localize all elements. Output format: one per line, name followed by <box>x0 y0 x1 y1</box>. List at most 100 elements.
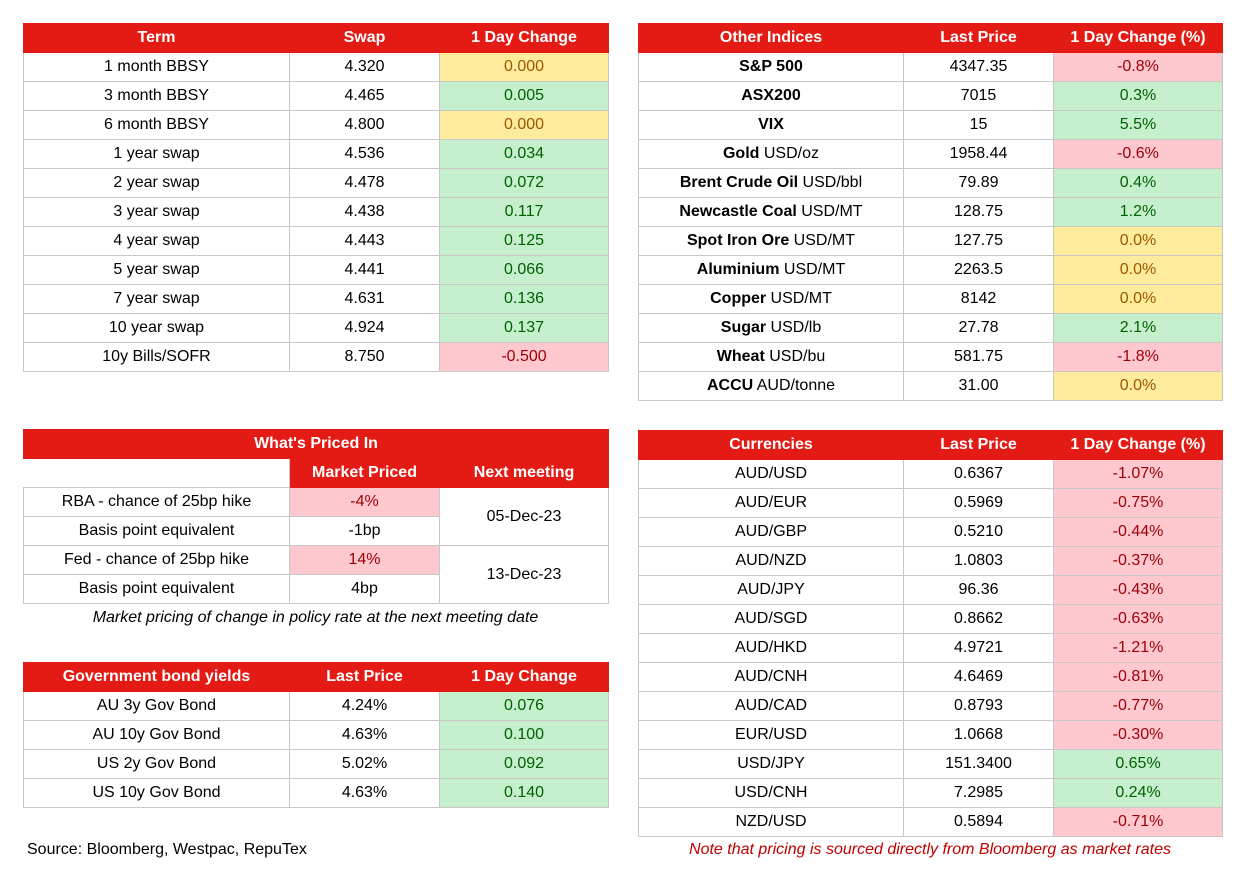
currency-change: -0.37% <box>1053 546 1223 576</box>
currency-pair: AUD/EUR <box>638 488 904 518</box>
rba-label: RBA - chance of 25bp hike <box>23 487 290 517</box>
indices-table: Other Indices Last Price 1 Day Change (%… <box>638 23 1223 401</box>
swap-value: 8.750 <box>289 342 440 372</box>
index-name-cell: Sugar USD/lb <box>638 313 904 343</box>
index-name-cell: S&P 500 <box>638 52 904 82</box>
currency-pair: AUD/JPY <box>638 575 904 605</box>
swap-row: 3 year swap 4.438 0.117 <box>23 197 609 227</box>
currency-price: 7.2985 <box>903 778 1054 808</box>
index-name-cell: VIX <box>638 110 904 140</box>
index-change: 5.5% <box>1053 110 1223 140</box>
fed-next-meeting: 13-Dec-23 <box>439 545 609 604</box>
index-price: 31.00 <box>903 371 1054 401</box>
index-price: 2263.5 <box>903 255 1054 285</box>
swap-row: 7 year swap 4.631 0.136 <box>23 284 609 314</box>
currency-change: 0.65% <box>1053 749 1223 779</box>
index-name: Gold <box>722 145 760 162</box>
priced-in-title: What's Priced In <box>23 429 609 459</box>
index-name: S&P 500 <box>739 58 803 75</box>
index-unit: USD/MT <box>766 290 832 307</box>
index-name-cell: ASX200 <box>638 81 904 111</box>
index-name: Spot Iron Ore <box>686 232 790 249</box>
swap-row: 4 year swap 4.443 0.125 <box>23 226 609 256</box>
swap-change: 0.034 <box>439 139 609 169</box>
swap-row: 10 year swap 4.924 0.137 <box>23 313 609 343</box>
header-term: Term <box>23 23 290 53</box>
index-change: 0.0% <box>1053 284 1223 314</box>
currency-price: 1.0803 <box>903 546 1054 576</box>
priced-in-note: Market pricing of change in policy rate … <box>92 609 539 626</box>
swap-value: 4.924 <box>289 313 440 343</box>
index-price: 581.75 <box>903 342 1054 372</box>
currency-table: Currencies Last Price 1 Day Change (%) A… <box>638 430 1223 837</box>
bond-change: 0.140 <box>439 778 609 808</box>
rba-bp-label: Basis point equivalent <box>23 516 290 546</box>
bond-table-header: Government bond yields Last Price 1 Day … <box>23 662 609 692</box>
currency-price: 4.6469 <box>903 662 1054 692</box>
currency-change: -0.43% <box>1053 575 1223 605</box>
index-unit: USD/bbl <box>798 174 863 191</box>
currency-row: AUD/CAD 0.8793 -0.77% <box>638 691 1223 721</box>
rba-bp-value: -1bp <box>289 516 440 546</box>
currency-row: AUD/JPY 96.36 -0.43% <box>638 575 1223 605</box>
fed-bp-label: Basis point equivalent <box>23 574 290 604</box>
priced-in-table: What's Priced In Market Priced Next meet… <box>23 429 609 604</box>
swap-row: 2 year swap 4.478 0.072 <box>23 168 609 198</box>
swap-value: 4.478 <box>289 168 440 198</box>
currency-change: -0.77% <box>1053 691 1223 721</box>
swap-value: 4.438 <box>289 197 440 227</box>
header-bond-last-price: Last Price <box>289 662 440 692</box>
index-price: 1958.44 <box>903 139 1054 169</box>
swap-value: 4.800 <box>289 110 440 140</box>
currency-change: -0.63% <box>1053 604 1223 634</box>
index-row: Spot Iron Ore USD/MT 127.75 0.0% <box>638 226 1223 256</box>
index-price: 127.75 <box>903 226 1054 256</box>
swap-change: 0.005 <box>439 81 609 111</box>
index-row: S&P 500 4347.35 -0.8% <box>638 52 1223 82</box>
index-unit: USD/MT <box>796 203 863 220</box>
swap-term: 3 month BBSY <box>23 81 290 111</box>
index-change: 0.0% <box>1053 255 1223 285</box>
index-row: ASX200 7015 0.3% <box>638 81 1223 111</box>
swap-term: 3 year swap <box>23 197 290 227</box>
currency-row: AUD/USD 0.6367 -1.07% <box>638 459 1223 489</box>
currency-row: AUD/CNH 4.6469 -0.81% <box>638 662 1223 692</box>
swap-row: 10y Bills/SOFR 8.750 -0.500 <box>23 342 609 372</box>
fed-market-priced: 14% <box>289 545 440 575</box>
index-name: Wheat <box>716 348 765 365</box>
index-row: Gold USD/oz 1958.44 -0.6% <box>638 139 1223 169</box>
index-name-cell: Aluminium USD/MT <box>638 255 904 285</box>
swap-term: 1 month BBSY <box>23 52 290 82</box>
currency-change: -0.81% <box>1053 662 1223 692</box>
swap-value: 4.320 <box>289 52 440 82</box>
currency-price: 0.6367 <box>903 459 1054 489</box>
index-unit: USD/MT <box>789 232 855 249</box>
indices-table-header: Other Indices Last Price 1 Day Change (%… <box>638 23 1223 53</box>
swap-row: 6 month BBSY 4.800 0.000 <box>23 110 609 140</box>
currency-row: AUD/EUR 0.5969 -0.75% <box>638 488 1223 518</box>
header-swap: Swap <box>289 23 440 53</box>
index-change: -1.8% <box>1053 342 1223 372</box>
currency-row: AUD/GBP 0.5210 -0.44% <box>638 517 1223 547</box>
swap-row: 3 month BBSY 4.465 0.005 <box>23 81 609 111</box>
bond-price: 4.63% <box>289 778 440 808</box>
currency-price: 0.5894 <box>903 807 1054 837</box>
currency-change: -0.71% <box>1053 807 1223 837</box>
header-fx-change: 1 Day Change (%) <box>1053 430 1223 460</box>
currency-row: NZD/USD 0.5894 -0.71% <box>638 807 1223 837</box>
fed-row: Fed - chance of 25bp hike 14% 13-Dec-23 <box>23 545 609 604</box>
swap-change: 0.000 <box>439 52 609 82</box>
swap-row: 1 year swap 4.536 0.034 <box>23 139 609 169</box>
bond-row: AU 3y Gov Bond 4.24% 0.076 <box>23 691 609 721</box>
currency-pair: AUD/GBP <box>638 517 904 547</box>
bond-price: 4.24% <box>289 691 440 721</box>
index-price: 15 <box>903 110 1054 140</box>
currency-row: AUD/NZD 1.0803 -0.37% <box>638 546 1223 576</box>
swap-table: Term Swap 1 Day Change 1 month BBSY 4.320… <box>23 23 609 372</box>
bond-price: 5.02% <box>289 749 440 779</box>
currency-pair: AUD/NZD <box>638 546 904 576</box>
header-gov-bond-yields: Government bond yields <box>23 662 290 692</box>
currency-pair: AUD/SGD <box>638 604 904 634</box>
currency-price: 0.5969 <box>903 488 1054 518</box>
header-change: 1 Day Change <box>439 23 609 53</box>
